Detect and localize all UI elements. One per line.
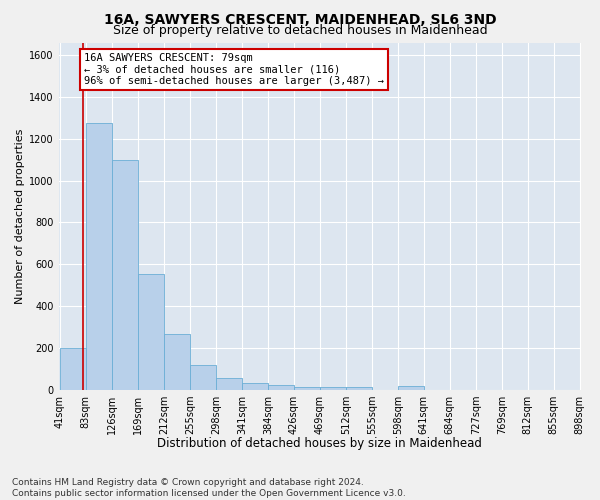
Bar — [320, 387, 346, 390]
Bar — [112, 160, 138, 390]
Bar — [346, 387, 372, 390]
Bar — [164, 334, 190, 390]
Bar — [294, 386, 320, 390]
Bar — [398, 386, 424, 390]
Bar — [242, 383, 268, 390]
Text: 16A, SAWYERS CRESCENT, MAIDENHEAD, SL6 3ND: 16A, SAWYERS CRESCENT, MAIDENHEAD, SL6 3… — [104, 12, 496, 26]
Bar — [138, 274, 164, 390]
Text: Size of property relative to detached houses in Maidenhead: Size of property relative to detached ho… — [113, 24, 487, 37]
Bar — [190, 365, 216, 390]
Y-axis label: Number of detached properties: Number of detached properties — [15, 128, 25, 304]
Text: Contains HM Land Registry data © Crown copyright and database right 2024.
Contai: Contains HM Land Registry data © Crown c… — [12, 478, 406, 498]
Text: 16A SAWYERS CRESCENT: 79sqm
← 3% of detached houses are smaller (116)
96% of sem: 16A SAWYERS CRESCENT: 79sqm ← 3% of deta… — [84, 53, 384, 86]
X-axis label: Distribution of detached houses by size in Maidenhead: Distribution of detached houses by size … — [157, 437, 482, 450]
Bar — [60, 348, 86, 390]
Bar — [216, 378, 242, 390]
Bar — [268, 386, 294, 390]
Bar — [86, 123, 112, 390]
